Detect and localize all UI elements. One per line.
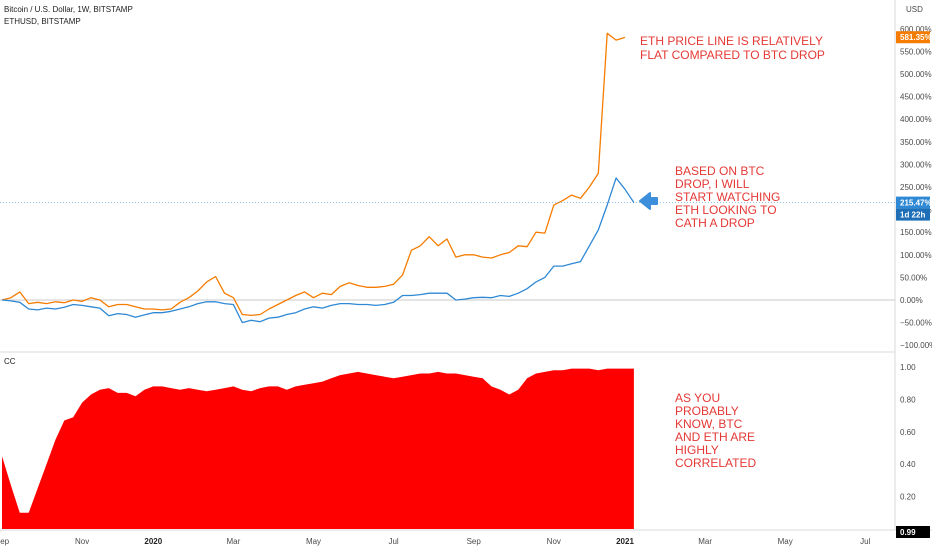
- btc-timer-tag-bg: [896, 208, 930, 221]
- lower-pane-label: CC: [4, 357, 16, 366]
- btc-last-tag-bg: [896, 196, 930, 209]
- annotation-line: DROP, I WILL: [675, 177, 750, 191]
- cc-area-series: [2, 368, 634, 529]
- cc-last-tag: 0.99: [900, 528, 916, 537]
- y-tick-label: 550.00%: [900, 47, 932, 56]
- price-lines: [0, 32, 895, 324]
- annotation-correlated: AS YOU PROBABLY KNOW, BTC AND ETH ARE HI…: [675, 391, 758, 470]
- x-tick-label: Sep: [0, 537, 10, 546]
- y-tick-label: 50.00%: [900, 273, 927, 282]
- y-tick-label: 0.00%: [900, 296, 923, 305]
- y-tick-label: 100.00%: [900, 251, 932, 260]
- x-tick-label: Sep: [467, 537, 482, 546]
- y-tick-label: 600.00%: [900, 25, 932, 34]
- btc-last-tag: 215.47%: [900, 199, 932, 208]
- annotation-line: AND ETH ARE: [675, 430, 755, 444]
- price-scale-bottom[interactable]: 0.20 0.40 0.60 0.80 1.00: [900, 363, 916, 502]
- annotation-line: ETH LOOKING TO: [675, 203, 777, 217]
- annotation-line: CORRELATED: [675, 456, 756, 470]
- annotation-line: KNOW, BTC: [675, 417, 743, 431]
- annotation-line: ETH PRICE LINE IS RELATIVELY: [640, 34, 823, 48]
- y-tick-label: 0.20: [900, 493, 916, 502]
- x-tick-label: 2021: [616, 537, 634, 546]
- x-tick-label: Nov: [75, 537, 89, 546]
- y-tick-label: 0.40: [900, 460, 916, 469]
- y-tick-label: 400.00%: [900, 115, 932, 124]
- x-tick-label: Nov: [547, 537, 561, 546]
- eth-last-tag: 581.35%: [900, 33, 932, 42]
- x-tick-label: Mar: [227, 537, 241, 546]
- time-scale[interactable]: Sep Nov 2020 Mar May Jul Sep Nov 2021 Mar May Jul: [0, 537, 871, 546]
- y-tick-label: 300.00%: [900, 160, 932, 169]
- y-tick-label: −50.00%: [900, 319, 932, 328]
- annotation-line: FLAT COMPARED TO BTC DROP: [640, 48, 825, 62]
- y-tick-label: 450.00%: [900, 93, 932, 102]
- x-tick-label: Jul: [388, 537, 398, 546]
- annotation-eth-flat: ETH PRICE LINE IS RELATIVELY FLAT COMPAR…: [640, 34, 826, 62]
- y-tick-label: 150.00%: [900, 228, 932, 237]
- y-tick-label: 1.00: [900, 363, 916, 372]
- y-tick-label: −100.00%: [900, 341, 932, 350]
- price-scale-top[interactable]: −100.00% −50.00% 0.00% 50.00% 100.00% 150.00%…: [900, 25, 932, 350]
- arrow-left-icon: [639, 192, 658, 210]
- annotation-line: AS YOU: [675, 391, 720, 405]
- last-value-tags: 581.35% 215.47% 1d 22h 0.99: [896, 31, 932, 538]
- cc-last-tag-bg: [896, 526, 930, 538]
- annotation-line: PROBABLY: [675, 404, 739, 418]
- cc-area: [2, 368, 634, 529]
- btc-line: [1, 177, 635, 324]
- eth-last-tag-bg: [896, 31, 930, 44]
- x-tick-label: 2020: [144, 537, 162, 546]
- compare-title: ETHUSD, BITSTAMP: [4, 17, 81, 26]
- symbol-title: Bitcoin / U.S. Dollar, 1W, BITSTAMP: [4, 5, 133, 14]
- currency-button[interactable]: USD: [906, 5, 923, 14]
- annotation-line: CATH A DROP: [675, 216, 755, 230]
- x-tick-label: Jul: [860, 537, 870, 546]
- y-tick-label: 250.00%: [900, 183, 932, 192]
- eth-line: [1, 32, 626, 317]
- y-tick-label: 350.00%: [900, 138, 932, 147]
- y-tick-label: 500.00%: [900, 70, 932, 79]
- x-tick-label: Mar: [698, 537, 712, 546]
- y-tick-label: 0.80: [900, 395, 916, 404]
- x-tick-label: May: [306, 537, 321, 546]
- annotation-line: BASED ON BTC: [675, 164, 765, 178]
- y-tick-label: 0.60: [900, 428, 916, 437]
- annotation-line: START WATCHING: [675, 190, 780, 204]
- annotation-line: HIGHLY: [675, 443, 719, 457]
- btc-timer-tag: 1d 22h: [900, 211, 925, 220]
- x-tick-label: May: [778, 537, 793, 546]
- annotation-btc-drop: BASED ON BTC DROP, I WILL START WATCHING…: [675, 164, 784, 230]
